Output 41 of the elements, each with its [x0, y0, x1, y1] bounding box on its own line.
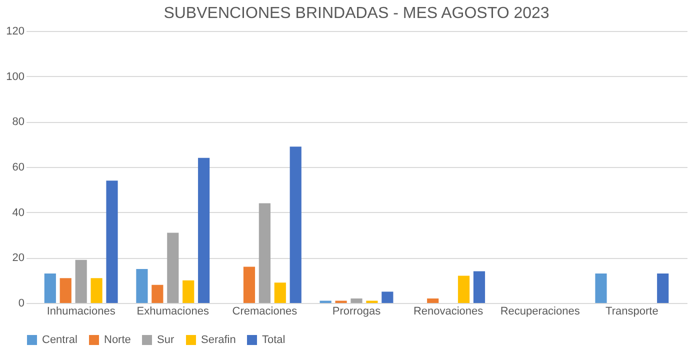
x-tick-label: Transporte: [606, 306, 658, 318]
y-tick-label: 100: [6, 70, 24, 83]
bar: [243, 266, 256, 303]
bar: [657, 274, 669, 303]
bar: [44, 274, 56, 303]
x-tick-label: Exhumaciones: [136, 306, 210, 318]
legend-label: Sur: [157, 334, 174, 346]
bar: [427, 298, 439, 303]
bar: [60, 278, 72, 303]
x-tick-label: Cremaciones: [232, 306, 298, 318]
y-tick-label: 60: [12, 162, 24, 174]
y-tick-label: 20: [12, 252, 24, 264]
bar: [198, 158, 210, 303]
legend-label: Serafin: [201, 334, 236, 346]
bar: [75, 260, 87, 303]
y-tick-label: 0: [18, 298, 24, 310]
bar: [382, 292, 394, 303]
x-tick-label: Inhumaciones: [46, 306, 116, 318]
bar: [290, 146, 302, 303]
legend-label: Central: [42, 334, 78, 346]
legend-label: Norte: [104, 334, 131, 346]
bar: [258, 203, 270, 303]
bar: [90, 278, 102, 303]
x-tick-label: Renovaciones: [413, 306, 484, 318]
bar: [167, 232, 179, 303]
bar: [152, 284, 164, 303]
bar: [595, 274, 607, 303]
x-tick-label: Prorrogas: [332, 306, 382, 318]
y-tick-label: 120: [6, 26, 24, 38]
y-tick-label: 40: [12, 206, 24, 219]
bar: [136, 269, 148, 303]
bar: [350, 298, 362, 303]
bar: [274, 282, 286, 303]
bar: [182, 280, 194, 303]
bar: [458, 276, 470, 303]
legend-label: Total: [262, 334, 286, 346]
chart-title: SUBVENCIONES BRINDADAS - MES AGOSTO 2023: [164, 5, 550, 22]
y-tick-label: 80: [12, 116, 24, 128]
bar: [473, 271, 486, 303]
bar: [106, 180, 118, 303]
x-tick-label: Recuperaciones: [500, 306, 580, 318]
